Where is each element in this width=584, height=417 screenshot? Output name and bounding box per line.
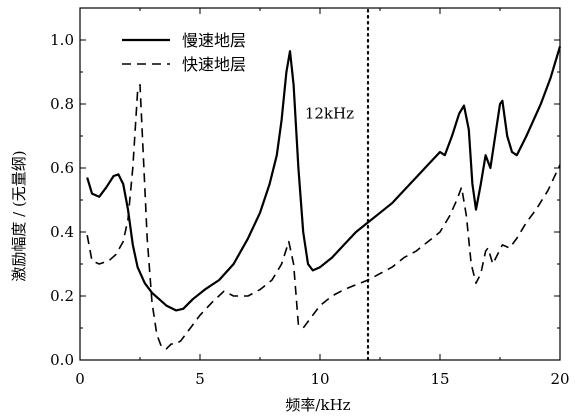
series-line-0 xyxy=(86,46,562,312)
y-tick-label-1: 0.2 xyxy=(50,287,74,305)
frequency-marker-label: 12kHz xyxy=(305,104,354,122)
legend-label-1: 快速地层 xyxy=(182,55,246,74)
x-tick-label-2: 10 xyxy=(310,370,329,388)
y-tick-label-4: 0.8 xyxy=(50,95,74,113)
ticks: 0 5 10 15 20 0.0 0.2 0.4 0.6 0.8 1.0 xyxy=(50,7,570,388)
x-tick-label-1: 5 xyxy=(195,370,205,388)
y-axis-label: 激励幅度 / (无量纲) xyxy=(10,150,28,281)
x-tick-label-0: 0 xyxy=(75,370,85,388)
x-tick-label-4: 20 xyxy=(550,370,569,388)
series-layer xyxy=(86,46,562,350)
legend-label-0: 慢速地层 xyxy=(182,31,246,50)
series-line-1 xyxy=(86,84,561,350)
y-tick-label-3: 0.6 xyxy=(50,159,74,177)
x-tick-label-3: 15 xyxy=(430,370,449,388)
x-axis-label: 频率/kHz xyxy=(285,396,350,414)
y-tick-label-0: 0.0 xyxy=(50,351,74,369)
axes xyxy=(79,7,561,361)
plot-frame xyxy=(79,7,561,361)
y-tick-label-2: 0.4 xyxy=(50,223,74,241)
annotation-layer: 12kHz xyxy=(305,8,370,362)
y-tick-label-5: 1.0 xyxy=(50,31,74,49)
